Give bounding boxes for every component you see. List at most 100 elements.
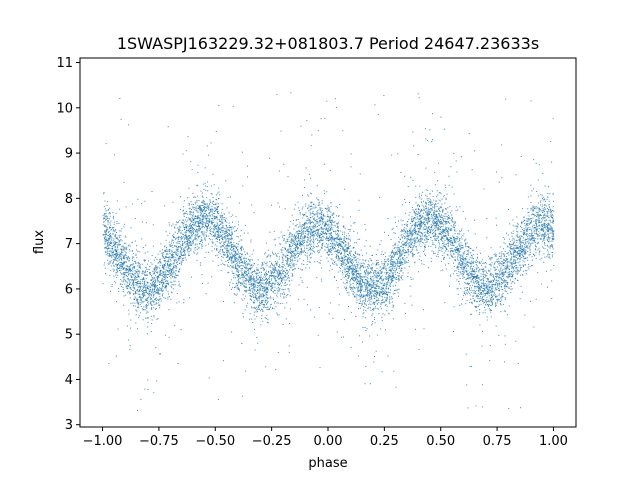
data-point xyxy=(146,310,148,312)
data-point xyxy=(253,285,255,286)
data-point xyxy=(376,283,378,285)
data-point xyxy=(367,292,369,294)
data-point xyxy=(337,244,339,246)
data-point xyxy=(429,199,431,201)
data-point xyxy=(112,254,114,256)
data-point xyxy=(278,314,280,316)
data-point xyxy=(289,308,291,310)
data-point xyxy=(547,207,548,209)
data-point xyxy=(516,216,518,218)
data-point xyxy=(282,236,283,238)
data-point xyxy=(528,219,530,221)
data-point xyxy=(399,248,401,250)
data-point xyxy=(162,284,164,285)
data-point xyxy=(374,286,376,288)
data-point xyxy=(303,227,305,229)
data-point xyxy=(264,290,265,291)
data-point xyxy=(347,266,349,268)
data-point xyxy=(215,231,217,233)
data-point xyxy=(296,256,298,258)
data-point xyxy=(490,263,492,265)
data-point xyxy=(337,249,339,251)
data-point xyxy=(323,190,325,192)
data-point xyxy=(432,222,434,224)
data-point xyxy=(415,185,417,187)
data-point xyxy=(352,267,354,269)
data-point xyxy=(285,281,286,283)
data-point xyxy=(416,250,418,251)
data-point xyxy=(268,266,270,268)
data-point xyxy=(549,232,551,234)
data-point xyxy=(203,231,205,233)
data-point xyxy=(235,268,237,270)
data-point xyxy=(275,306,277,308)
data-point xyxy=(280,277,281,279)
data-point xyxy=(349,269,351,271)
data-point xyxy=(507,261,509,263)
data-point xyxy=(514,263,516,264)
data-point xyxy=(185,232,187,234)
data-point xyxy=(272,269,274,271)
data-point xyxy=(249,313,251,315)
data-point xyxy=(403,236,405,238)
data-point xyxy=(109,262,111,264)
data-point xyxy=(291,259,293,261)
data-point xyxy=(266,299,268,301)
data-point xyxy=(516,242,518,243)
data-point xyxy=(445,230,447,232)
data-point xyxy=(552,215,554,217)
data-point xyxy=(386,282,388,284)
data-point xyxy=(321,207,323,209)
data-point xyxy=(312,250,314,252)
data-point xyxy=(429,202,431,204)
data-point xyxy=(532,228,534,230)
data-point xyxy=(539,209,541,210)
data-point xyxy=(178,283,180,285)
data-point xyxy=(159,296,161,298)
data-point xyxy=(285,242,287,244)
data-point xyxy=(282,259,284,261)
data-point xyxy=(362,285,364,287)
data-point xyxy=(470,298,472,300)
data-point xyxy=(521,251,523,253)
data-point xyxy=(352,278,354,280)
data-point xyxy=(105,219,106,221)
data-point xyxy=(482,296,484,298)
data-point xyxy=(194,218,196,220)
data-point xyxy=(323,236,325,238)
data-point xyxy=(289,236,291,237)
data-point xyxy=(233,260,235,262)
data-point xyxy=(528,220,530,222)
data-point xyxy=(399,263,401,265)
data-point xyxy=(162,272,164,274)
data-point xyxy=(510,251,511,253)
data-point xyxy=(187,235,189,237)
data-point xyxy=(360,290,362,292)
data-point xyxy=(404,244,406,246)
data-point xyxy=(513,262,515,264)
data-point xyxy=(385,273,387,275)
data-point xyxy=(180,238,182,240)
data-point xyxy=(157,266,159,268)
data-point xyxy=(313,218,314,220)
data-point xyxy=(294,253,295,255)
data-point xyxy=(302,250,304,252)
data-point xyxy=(242,294,244,296)
data-point xyxy=(259,287,261,289)
data-point xyxy=(104,267,106,269)
data-point xyxy=(460,244,462,246)
data-point xyxy=(515,225,517,227)
data-point xyxy=(186,242,188,244)
data-point xyxy=(290,249,292,251)
data-point xyxy=(287,265,289,267)
data-point xyxy=(128,267,130,269)
data-point xyxy=(413,223,415,225)
data-point xyxy=(132,253,134,255)
data-point xyxy=(362,276,364,278)
data-point xyxy=(488,281,490,283)
data-point xyxy=(198,208,200,209)
data-point xyxy=(191,227,193,229)
data-point xyxy=(161,280,163,281)
data-point xyxy=(323,163,325,165)
data-point xyxy=(161,295,163,297)
